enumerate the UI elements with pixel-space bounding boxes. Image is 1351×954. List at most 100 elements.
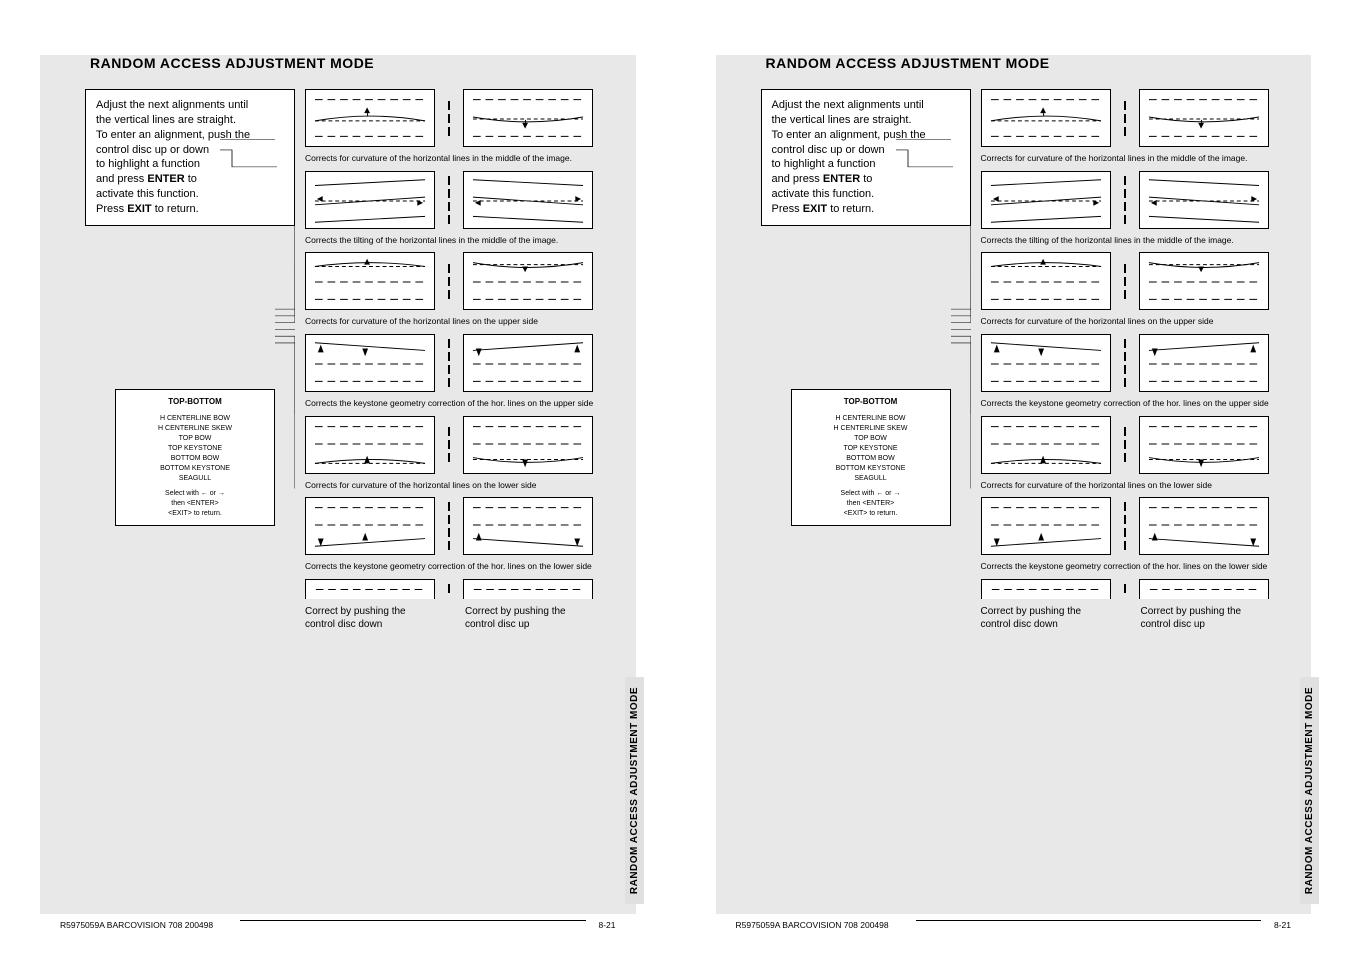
svg-bot-bow-a — [306, 417, 434, 473]
intro-box: Adjust the next alignments until the ver… — [761, 89, 971, 226]
caption-4: Corrects the keystone geometry correctio… — [981, 398, 1291, 409]
page-title: RANDOM ACCESS ADJUSTMENT MODE — [766, 55, 1322, 71]
page-spread: RANDOM ACCESS ADJUSTMENT MODE Adjust the… — [0, 0, 1351, 954]
pane-3r — [1139, 252, 1269, 310]
svg-bot-key-a — [306, 498, 434, 554]
pane-7l — [981, 579, 1111, 599]
diag-row-7 — [305, 579, 615, 599]
intro-l3: To enter an alignment, push the — [772, 128, 960, 143]
diag-row-3 — [305, 252, 615, 310]
pane-1r — [463, 89, 593, 147]
menu-i1: H CENTERLINE BOW — [120, 414, 270, 424]
diag-row-2 — [981, 171, 1291, 229]
footer-page: 8-21 — [598, 920, 615, 930]
intro-l6: and press ENTER to — [772, 172, 960, 187]
svg-top-key-a — [982, 335, 1110, 391]
pane-7r — [463, 579, 593, 599]
instruction-right: Correct by pushing the control disc up — [1141, 605, 1271, 631]
caption-3: Corrects for curvature of the horizontal… — [981, 316, 1291, 327]
pane-5r — [463, 416, 593, 474]
diag-row-4 — [981, 334, 1291, 392]
caption-5: Corrects for curvature of the horizontal… — [305, 480, 615, 491]
intro-l1: Adjust the next alignments until — [96, 98, 284, 113]
instruction-right: Correct by pushing the control disc up — [465, 605, 595, 631]
svg-top-key-b — [464, 335, 592, 391]
pane-4l — [981, 334, 1111, 392]
pane-2r — [463, 171, 593, 229]
instruction-row: Correct by pushing the control disc down… — [981, 605, 1291, 631]
pane-7r — [1139, 579, 1269, 599]
pane-6l — [305, 497, 435, 555]
content-area: Adjust the next alignments until the ver… — [761, 89, 1322, 631]
caption-1: Corrects for curvature of the horizontal… — [305, 153, 615, 164]
diag-row-5 — [981, 416, 1291, 474]
menu-box: TOP-BOTTOM H CENTERLINE BOW H CENTERLINE… — [791, 389, 951, 526]
menu-s3: <EXIT> to return. — [120, 509, 270, 519]
menu-i5: BOTTOM BOW — [796, 454, 946, 464]
side-tab-r: RANDOM ACCESS ADJUSTMENT MODE — [1300, 677, 1319, 904]
menu-i5: BOTTOM BOW — [120, 454, 270, 464]
pane-4r — [1139, 334, 1269, 392]
diag-row-1 — [981, 89, 1291, 147]
page-left: RANDOM ACCESS ADJUSTMENT MODE Adjust the… — [0, 0, 676, 954]
caption-6: Corrects the keystone geometry correctio… — [981, 561, 1291, 572]
caption-1: Corrects for curvature of the horizontal… — [981, 153, 1291, 164]
menu-i2: H CENTERLINE SKEW — [120, 424, 270, 434]
menu-box: TOP-BOTTOM H CENTERLINE BOW H CENTERLINE… — [115, 389, 275, 526]
menu-i3: TOP BOW — [120, 434, 270, 444]
menu-i4: TOP KEYSTONE — [120, 444, 270, 454]
svg-center-skew-a — [306, 172, 434, 228]
caption-2: Corrects the tilting of the horizontal l… — [305, 235, 615, 246]
intro-l4: control disc up or down — [772, 143, 960, 158]
menu-i6: BOTTOM KEYSTONE — [120, 464, 270, 474]
intro-l5: to highlight a function — [772, 157, 960, 172]
diagrams-column: Corrects for curvature of the horizontal… — [981, 89, 1291, 631]
footer-ref-r: R5975059A BARCOVISION 708 200498 — [736, 920, 889, 930]
pane-5r — [1139, 416, 1269, 474]
left-column: Adjust the next alignments until the ver… — [761, 89, 971, 631]
svg-bot-key-b — [464, 498, 592, 554]
doc-footer: R5975059A BARCOVISION 708 200498 8-21 — [60, 920, 616, 930]
left-column: Adjust the next alignments until the ver… — [85, 89, 295, 631]
svg-top-bow-b — [464, 253, 592, 309]
diag-row-6 — [981, 497, 1291, 555]
page-right: RANDOM ACCESS ADJUSTMENT MODE Adjust the… — [676, 0, 1351, 954]
intro-l1: Adjust the next alignments until — [772, 98, 960, 113]
caption-2: Corrects the tilting of the horizontal l… — [981, 235, 1291, 246]
svg-top-key-b — [1140, 335, 1268, 391]
pane-2l — [981, 171, 1111, 229]
menu-i2: H CENTERLINE SKEW — [796, 424, 946, 434]
diag-row-6 — [305, 497, 615, 555]
content-area: Adjust the next alignments until the ver… — [85, 89, 646, 631]
diagrams-column: Corrects for curvature of the horizontal… — [305, 89, 615, 631]
svg-center-bow-a — [306, 90, 434, 146]
diag-row-1 — [305, 89, 615, 147]
instruction-left: Correct by pushing the control disc down — [305, 605, 435, 631]
pane-6l — [981, 497, 1111, 555]
page-title: RANDOM ACCESS ADJUSTMENT MODE — [90, 55, 646, 71]
caption-3: Corrects for curvature of the horizontal… — [305, 316, 615, 327]
menu-i6: BOTTOM KEYSTONE — [796, 464, 946, 474]
menu-s2: then <ENTER> — [120, 499, 270, 509]
doc-footer-r: R5975059A BARCOVISION 708 200498 8-21 — [736, 920, 1292, 930]
pane-4l — [305, 334, 435, 392]
svg-center-bow-b — [1140, 90, 1268, 146]
menu-s1: Select with ← or → — [120, 489, 270, 499]
svg-center-skew-b — [1140, 172, 1268, 228]
svg-bot-key-b — [1140, 498, 1268, 554]
pane-5l — [305, 416, 435, 474]
footer-page-r: 8-21 — [1274, 920, 1291, 930]
pane-3l — [981, 252, 1111, 310]
caption-5: Corrects for curvature of the horizontal… — [981, 480, 1291, 491]
pane-1r — [1139, 89, 1269, 147]
pane-6r — [1139, 497, 1269, 555]
svg-center-bow-b — [464, 90, 592, 146]
svg-top-bow-a — [306, 253, 434, 309]
diag-row-2 — [305, 171, 615, 229]
pane-4r — [463, 334, 593, 392]
svg-center-bow-a — [982, 90, 1110, 146]
menu-i4: TOP KEYSTONE — [796, 444, 946, 454]
svg-top-key-a — [306, 335, 434, 391]
pane-2l — [305, 171, 435, 229]
svg-bot-bow-b — [464, 417, 592, 473]
